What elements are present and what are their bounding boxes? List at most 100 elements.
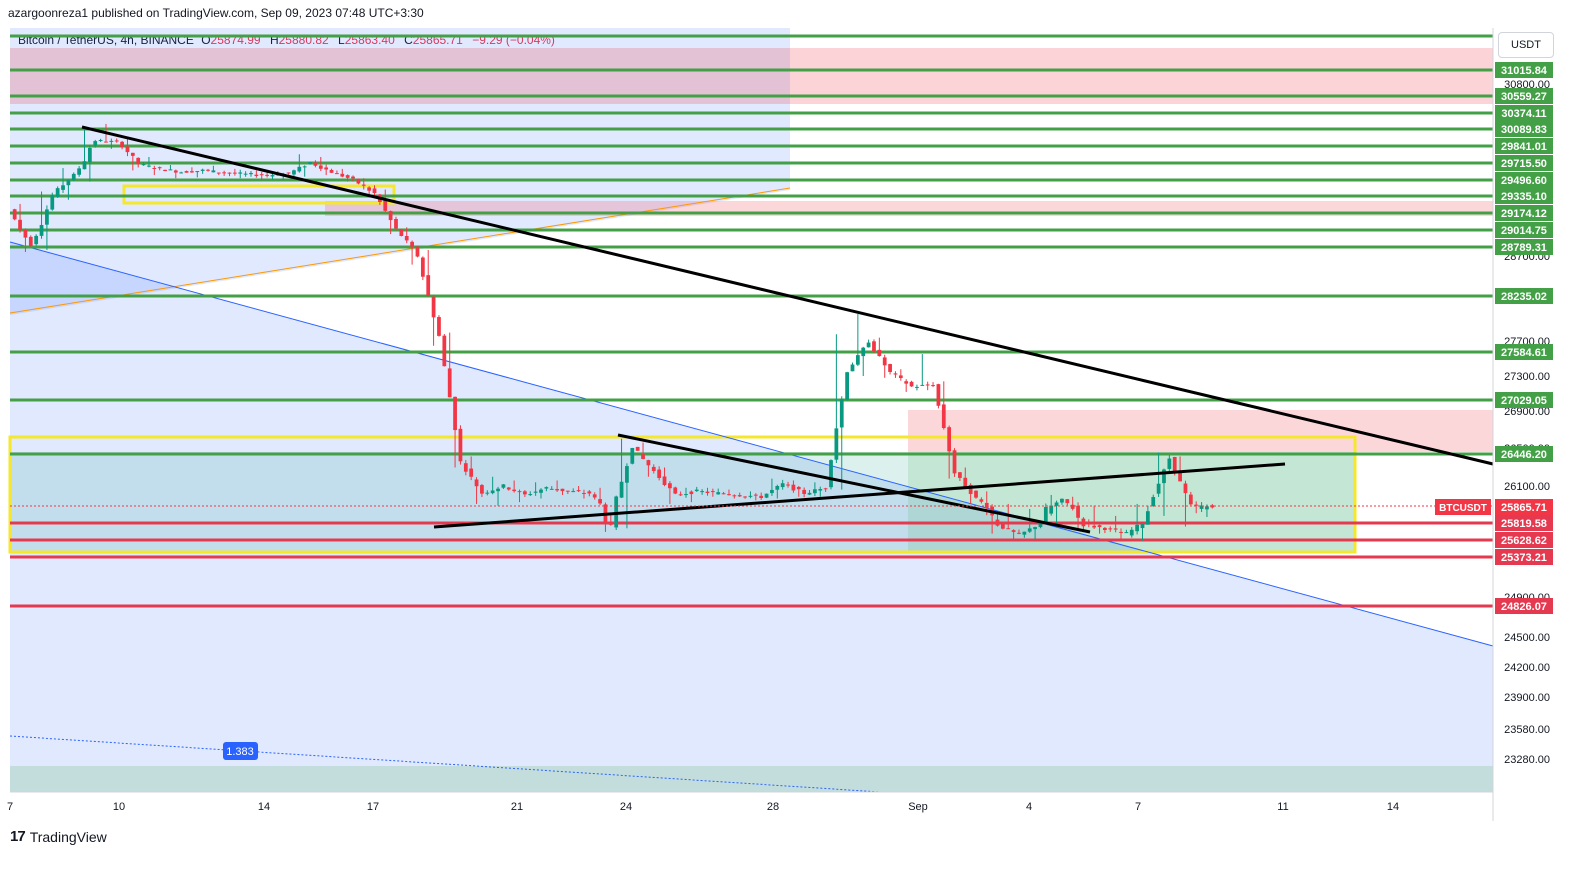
candle[interactable] — [512, 480, 517, 493]
candle[interactable] — [909, 380, 914, 387]
candle[interactable] — [351, 175, 355, 182]
candle[interactable] — [447, 332, 452, 398]
candle[interactable] — [1081, 517, 1086, 530]
candle[interactable] — [34, 234, 39, 246]
candle[interactable] — [329, 168, 334, 173]
candle[interactable] — [582, 489, 586, 499]
candle[interactable] — [608, 514, 613, 526]
major-downtrend-line[interactable] — [81, 125, 1494, 466]
candle[interactable] — [684, 487, 688, 498]
candle[interactable] — [147, 156, 151, 168]
candle[interactable] — [818, 486, 823, 497]
candle[interactable] — [657, 466, 662, 481]
candle[interactable] — [1049, 494, 1054, 516]
candle[interactable] — [501, 484, 506, 489]
candle[interactable] — [700, 489, 704, 495]
candle[interactable] — [157, 166, 162, 171]
candle[interactable] — [834, 334, 839, 464]
candle[interactable] — [673, 486, 678, 495]
candle[interactable] — [748, 491, 753, 499]
candle[interactable] — [163, 169, 167, 172]
candle[interactable] — [270, 173, 275, 180]
candle[interactable] — [560, 488, 565, 495]
candle[interactable] — [1113, 515, 1118, 533]
candle[interactable] — [361, 178, 366, 190]
candle[interactable] — [232, 168, 237, 176]
candle[interactable] — [523, 490, 527, 497]
candle[interactable] — [1103, 527, 1107, 534]
candle[interactable] — [995, 514, 1000, 527]
candle[interactable] — [813, 482, 817, 497]
candle[interactable] — [893, 371, 898, 378]
candle[interactable] — [404, 227, 409, 244]
candle[interactable] — [39, 191, 44, 239]
candle[interactable] — [931, 382, 935, 388]
candle[interactable] — [469, 456, 474, 481]
candle[interactable] — [1194, 501, 1199, 514]
candle[interactable] — [1092, 505, 1097, 530]
candle[interactable] — [415, 245, 420, 258]
candle[interactable] — [764, 493, 769, 499]
candle[interactable] — [286, 172, 291, 175]
candle[interactable] — [915, 384, 919, 391]
candle[interactable] — [1183, 480, 1188, 527]
candle[interactable] — [877, 337, 882, 357]
candle[interactable] — [179, 171, 184, 174]
candle[interactable] — [77, 166, 82, 177]
candle[interactable] — [592, 492, 597, 500]
candle[interactable] — [335, 170, 339, 175]
candle[interactable] — [705, 487, 710, 496]
candle[interactable] — [324, 164, 329, 176]
candle[interactable] — [737, 492, 742, 498]
candle[interactable] — [571, 488, 576, 493]
candle[interactable] — [463, 460, 468, 476]
candle[interactable] — [565, 490, 570, 495]
candle[interactable] — [904, 379, 909, 392]
candle[interactable] — [1210, 503, 1215, 509]
candle[interactable] — [888, 363, 892, 375]
candle[interactable] — [506, 486, 511, 491]
candle[interactable] — [539, 488, 543, 499]
candle[interactable] — [340, 168, 345, 178]
candle[interactable] — [1022, 531, 1027, 538]
candle[interactable] — [1162, 468, 1166, 516]
candle[interactable] — [630, 447, 635, 465]
candle[interactable] — [399, 228, 404, 237]
candle[interactable] — [292, 169, 296, 177]
candle[interactable] — [549, 486, 554, 490]
candle[interactable] — [555, 480, 559, 492]
candle[interactable] — [345, 174, 350, 182]
candle[interactable] — [1086, 519, 1091, 528]
candle[interactable] — [490, 476, 495, 495]
candle[interactable] — [517, 489, 522, 503]
candle[interactable] — [23, 228, 28, 252]
candle[interactable] — [635, 446, 640, 451]
candle[interactable] — [190, 167, 194, 173]
candle[interactable] — [206, 168, 210, 172]
candle[interactable] — [861, 346, 866, 376]
candle[interactable] — [802, 487, 807, 498]
candle[interactable] — [173, 169, 178, 179]
candle[interactable] — [1043, 503, 1048, 523]
candle[interactable] — [533, 482, 538, 496]
candle[interactable] — [1065, 499, 1070, 506]
candle[interactable] — [485, 490, 490, 496]
candle[interactable] — [114, 138, 119, 143]
candle[interactable] — [141, 161, 146, 166]
candle[interactable] — [898, 369, 903, 381]
candle[interactable] — [721, 491, 726, 495]
candle[interactable] — [474, 477, 479, 504]
candle[interactable] — [845, 371, 849, 401]
candle[interactable] — [753, 493, 758, 501]
candle[interactable] — [598, 487, 602, 506]
candle[interactable] — [313, 160, 318, 168]
candle[interactable] — [211, 165, 216, 173]
candle[interactable] — [50, 192, 55, 211]
candle[interactable] — [528, 491, 533, 497]
candle[interactable] — [71, 172, 76, 182]
candle[interactable] — [850, 362, 855, 372]
candle[interactable] — [297, 154, 302, 173]
candle[interactable] — [125, 138, 130, 157]
candle[interactable] — [796, 486, 801, 497]
candle[interactable] — [866, 339, 871, 348]
